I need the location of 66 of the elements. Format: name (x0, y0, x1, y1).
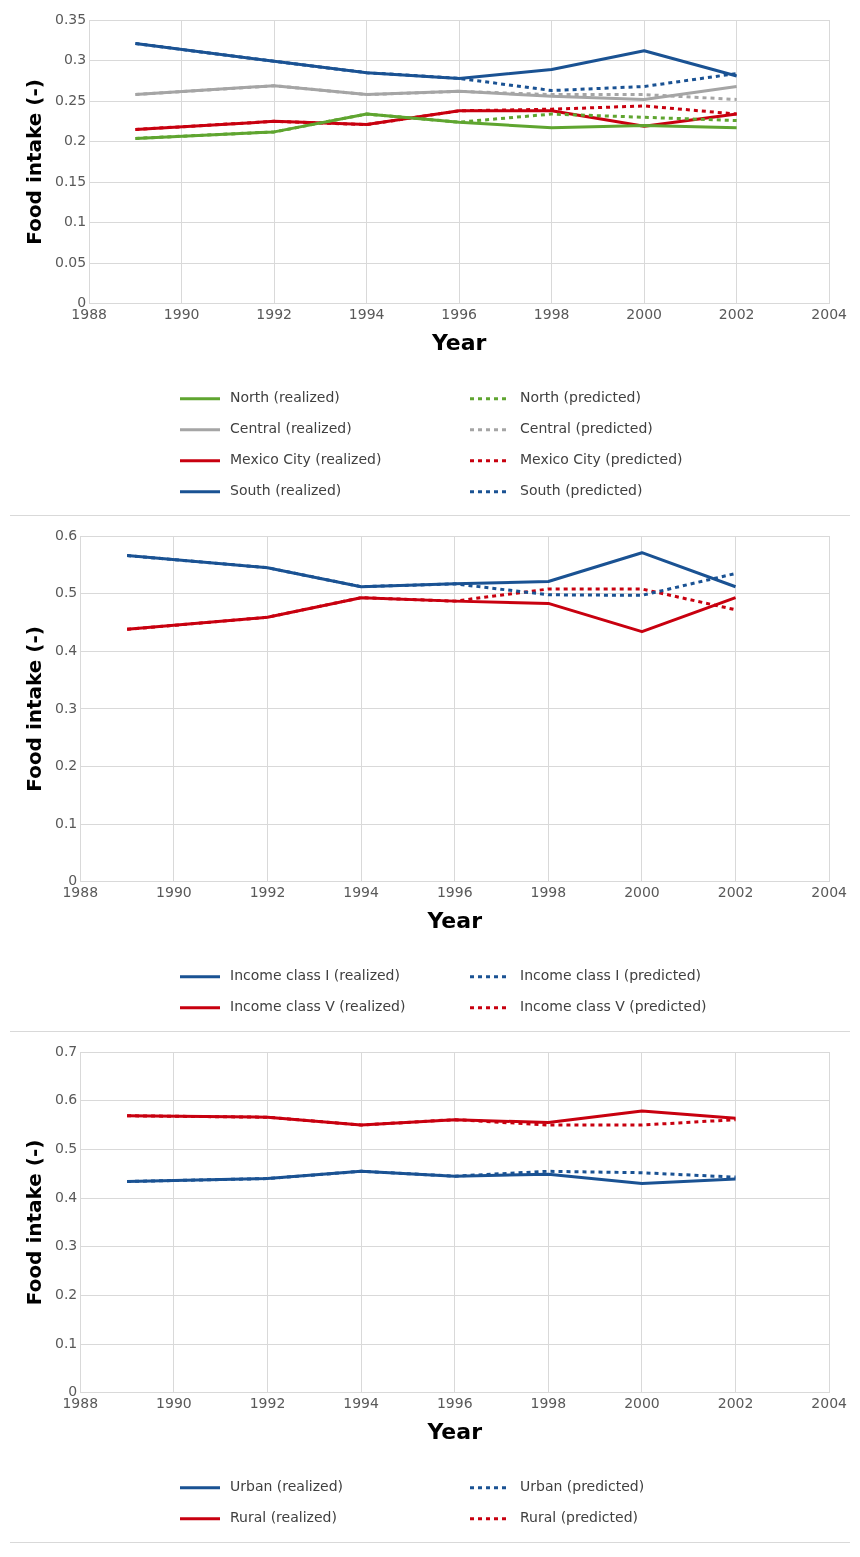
x-tick-label: 1996 (441, 305, 478, 322)
x-tick-label: 1992 (256, 305, 292, 322)
legend-label: South (realized) (230, 482, 342, 499)
legend-label: North (realized) (230, 389, 340, 406)
legend-label: Central (realized) (230, 420, 352, 437)
x-tick-label: 2000 (626, 305, 662, 322)
x-tick-label: 2000 (624, 1394, 660, 1411)
x-tick-label: 2002 (717, 1394, 754, 1411)
x-tick-label: 1998 (533, 305, 570, 322)
x-tick-label: 1996 (436, 1394, 473, 1411)
y-axis-title: Food intake (-) (22, 626, 47, 792)
x-tick-label: 1998 (530, 1394, 567, 1411)
x-tick-label: 2004 (811, 883, 848, 900)
x-tick-label: 2004 (811, 1394, 848, 1411)
y-tick-label: 0.05 (55, 253, 87, 270)
x-tick-label: 1994 (348, 305, 385, 322)
x-axis-title: Year (426, 907, 483, 933)
y-tick-label: 0.1 (55, 814, 78, 831)
x-axis-title: Year (426, 1418, 483, 1444)
y-tick-label: 0.3 (55, 1237, 78, 1254)
legend-label: Income class I (realized) (230, 967, 400, 984)
legend-label: North (predicted) (520, 389, 641, 406)
x-tick-label: 1992 (249, 883, 286, 900)
x-tick-label: 1994 (343, 883, 380, 900)
y-axis-title: Food intake (-) (22, 1139, 47, 1306)
y-axis-title: Food intake (-) (22, 79, 47, 245)
x-tick-label: 2002 (717, 883, 754, 900)
legend-label: Mexico City (realized) (230, 451, 382, 468)
legend-label: Central (predicted) (520, 420, 653, 437)
x-axis-title: Year (430, 329, 487, 355)
y-tick-label: 0.3 (63, 51, 87, 68)
y-tick-label: 0.5 (55, 1140, 78, 1157)
y-tick-label: 0.1 (55, 1334, 78, 1351)
legend-label: Income class I (predicted) (520, 967, 702, 984)
x-tick-label: 1992 (249, 1394, 286, 1411)
x-tick-label: 2002 (718, 305, 755, 322)
y-tick-label: 0.6 (55, 1091, 78, 1108)
x-tick-label: 2000 (624, 883, 660, 900)
x-tick-label: 1996 (436, 883, 473, 900)
legend-label: Rural (predicted) (520, 1509, 638, 1526)
legend-label: South (predicted) (520, 482, 643, 499)
y-tick-label: 0.4 (55, 1188, 78, 1205)
x-tick-label: 1990 (156, 1394, 192, 1411)
legend-label: Mexico City (predicted) (520, 451, 683, 468)
y-tick-label: 0.2 (55, 1286, 78, 1303)
legend-label: Income class V (realized) (230, 998, 406, 1015)
y-tick-label: 0.5 (55, 584, 78, 601)
legend-label: Rural (realized) (230, 1509, 337, 1526)
legend-label: Urban (realized) (230, 1478, 343, 1495)
x-tick-label: 1998 (530, 883, 567, 900)
x-tick-label: 2004 (811, 305, 848, 322)
y-tick-label: 0.15 (55, 172, 87, 189)
y-tick-label: 0.4 (55, 641, 78, 658)
x-tick-label: 1994 (343, 1394, 380, 1411)
y-tick-label: 0.1 (63, 213, 87, 230)
y-tick-label: 0.2 (55, 757, 78, 774)
legend-label: Income class V (predicted) (520, 998, 707, 1015)
x-tick-label: 1990 (163, 305, 200, 322)
x-tick-label: 1990 (156, 883, 192, 900)
y-tick-label: 0.6 (55, 526, 78, 543)
y-tick-label: 0.7 (55, 1042, 78, 1059)
legend-label: Urban (predicted) (520, 1478, 645, 1495)
y-tick-label: 0.35 (55, 10, 87, 27)
y-tick-label: 0.2 (63, 132, 87, 149)
y-tick-label: 0.25 (55, 91, 87, 108)
y-tick-label: 0.3 (55, 699, 78, 716)
